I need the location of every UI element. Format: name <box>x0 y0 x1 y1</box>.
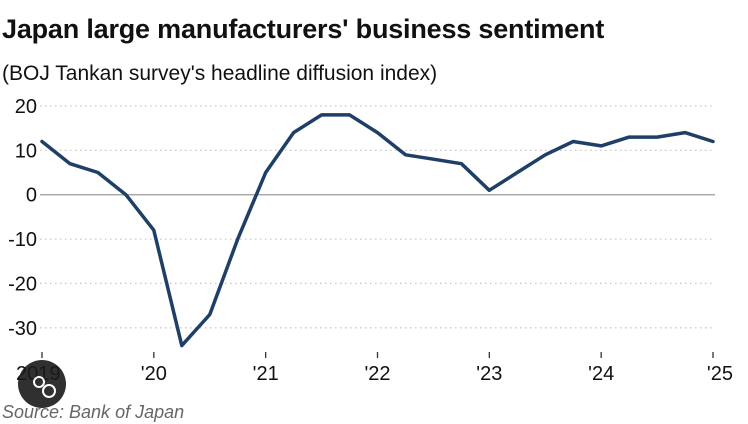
chart-subtitle: (BOJ Tankan survey's headline diffusion … <box>2 62 438 85</box>
overlay-badge-icon <box>18 360 66 408</box>
source-note: Source: Bank of Japan <box>2 402 185 422</box>
y-tick-label: 0 <box>26 185 37 207</box>
x-tick-label: '22 <box>364 363 390 385</box>
gridlines <box>40 105 715 329</box>
x-tick-label: '20 <box>141 363 167 385</box>
y-tick-label: 10 <box>15 140 37 162</box>
x-tick-label: '24 <box>588 363 614 385</box>
x-tick-label: '21 <box>253 363 279 385</box>
y-tick-label: -20 <box>8 273 37 295</box>
chart-title: Japan large manufacturers' business sent… <box>2 14 605 44</box>
x-tick-label: '23 <box>476 363 502 385</box>
y-axis-ticks: 20 10 0 -10 -20 -30 <box>8 96 37 340</box>
x-tick-label: '25 <box>707 363 733 385</box>
y-tick-label: -30 <box>8 318 37 340</box>
y-tick-label: -10 <box>8 229 37 251</box>
y-tick-label: 20 <box>15 96 37 118</box>
x-axis-ticks: 2019'20'21'22'23'24'25 <box>16 352 733 385</box>
series-line <box>40 113 715 348</box>
